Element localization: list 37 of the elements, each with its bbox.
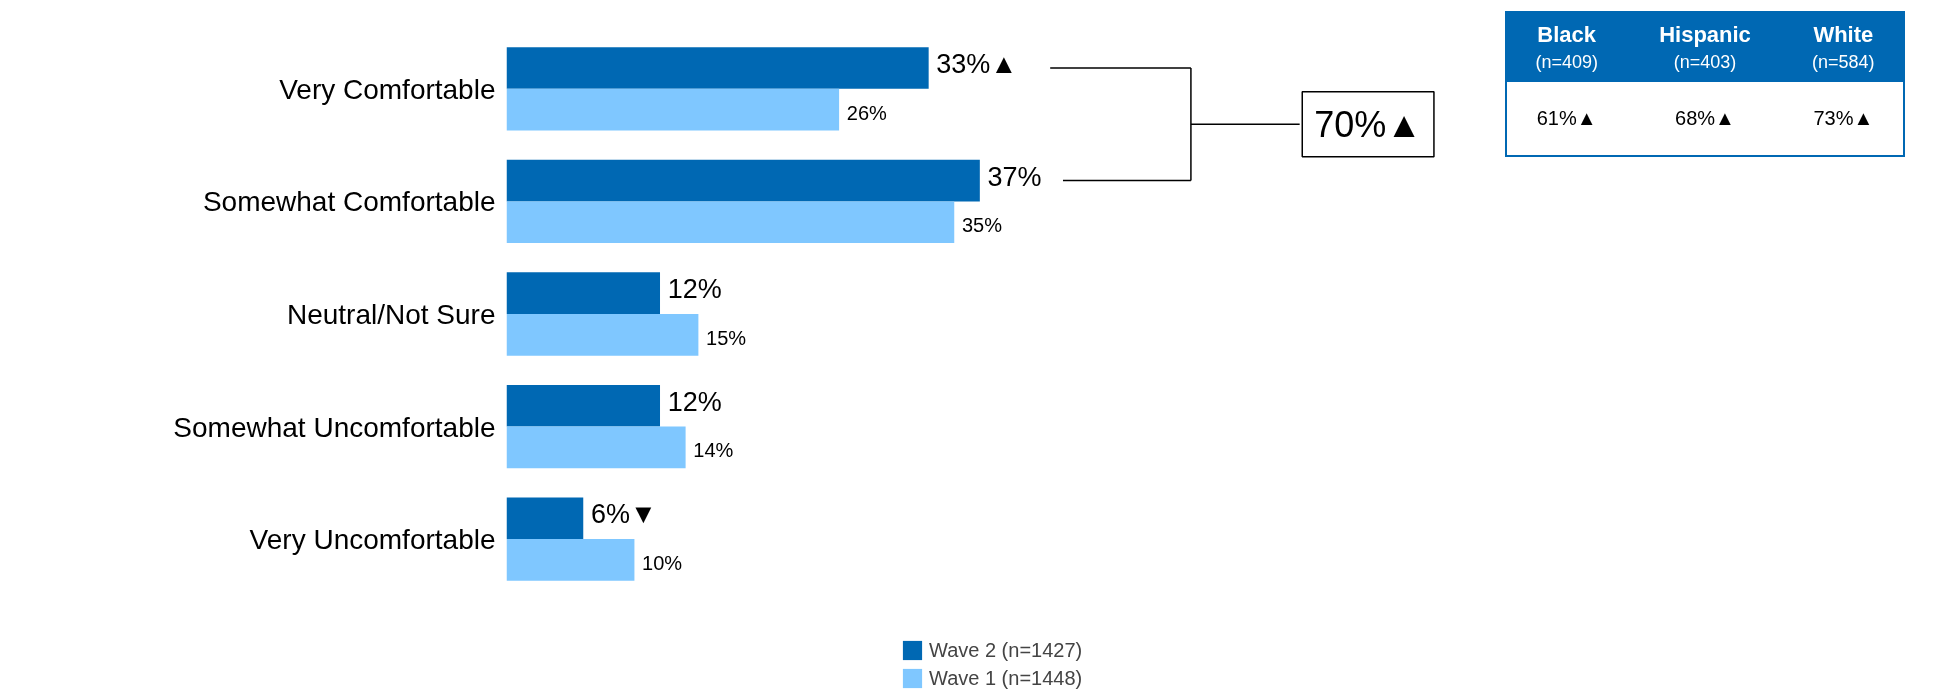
data-label: 10% — [642, 551, 683, 574]
text: Hispanic — [1658, 21, 1752, 49]
data-label: 37% — [987, 161, 1042, 192]
bar — [506, 272, 661, 314]
text: Black — [1536, 21, 1597, 49]
bar — [506, 313, 699, 356]
text: (n=584) — [1811, 51, 1876, 75]
legend-label: Wave 1 (n=1448) — [929, 666, 1083, 690]
y-tick-label: Somewhat Uncomfortable — [173, 411, 496, 443]
bar — [506, 384, 661, 427]
text: 70%▲ — [1314, 103, 1422, 145]
text: 68%▲ — [1674, 106, 1736, 132]
bar — [506, 426, 686, 469]
text: (n=409) — [1534, 51, 1599, 75]
y-tick-label: Somewhat Comfortable — [202, 186, 496, 218]
bar — [506, 539, 635, 581]
data-label: 12% — [667, 386, 722, 417]
y-tick-label: Very Uncomfortable — [249, 524, 496, 556]
bar — [506, 88, 840, 131]
text: 73%▲ — [1812, 106, 1875, 132]
bar — [506, 201, 955, 244]
bar — [506, 47, 929, 89]
data-label: 6%▼ — [590, 499, 657, 530]
data-label: 35% — [961, 214, 1003, 237]
bar — [506, 497, 584, 540]
legend-label: Wave 2 (n=1427) — [929, 638, 1083, 662]
data-label: 26% — [846, 101, 888, 124]
data-label: 33%▲ — [936, 49, 1018, 80]
data-label: 12% — [667, 274, 722, 305]
text: White — [1812, 21, 1875, 49]
bar — [506, 159, 980, 202]
data-label: 14% — [693, 439, 734, 462]
data-label: 15% — [706, 326, 747, 349]
y-tick-label: Very Comfortable — [279, 73, 496, 105]
text: (n=403) — [1672, 51, 1738, 75]
y-tick-label: Neutral/Not Sure — [286, 299, 496, 331]
text: 61%▲ — [1535, 106, 1598, 132]
